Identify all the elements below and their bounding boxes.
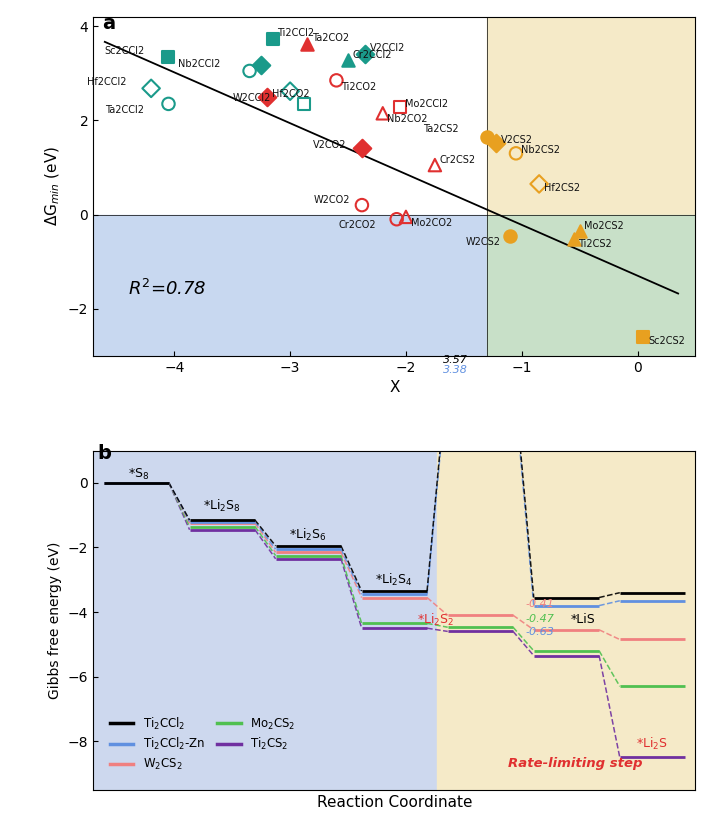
Point [244, 64, 255, 77]
Text: V2CCl2: V2CCl2 [370, 43, 405, 53]
Bar [93, 214, 487, 356]
Point [481, 130, 493, 144]
Point [285, 85, 296, 98]
Text: Ta2CS2: Ta2CS2 [423, 124, 459, 134]
Text: *LiS: *LiS [571, 613, 596, 627]
Text: b: b [98, 444, 111, 463]
X-axis label: X: X [389, 381, 399, 395]
Text: Ti2CCl2: Ti2CCl2 [277, 28, 315, 38]
Point [255, 58, 267, 71]
Text: Hf2CS2: Hf2CS2 [543, 183, 580, 193]
Text: Ti2CS2: Ti2CS2 [579, 239, 612, 249]
Point [356, 141, 368, 155]
Point [511, 147, 522, 160]
Text: V2CS2: V2CS2 [501, 135, 533, 145]
Point [146, 81, 157, 95]
Bar [93, 450, 437, 790]
Text: *Li$_2$S$_6$: *Li$_2$S$_6$ [290, 527, 327, 543]
Y-axis label: Gibbs free energy (eV): Gibbs free energy (eV) [48, 542, 62, 699]
Text: Sc2CS2: Sc2CS2 [648, 336, 685, 346]
Point [377, 107, 389, 120]
Point [342, 54, 353, 67]
Point [637, 330, 649, 344]
Text: -0.41: -0.41 [525, 599, 554, 609]
Bar [437, 450, 695, 790]
Text: *S$_8$: *S$_8$ [128, 467, 149, 482]
Text: *Li$_2$S$_4$: *Li$_2$S$_4$ [376, 572, 413, 588]
Text: Mo2CS2: Mo2CS2 [584, 221, 624, 231]
Point [163, 97, 174, 111]
Bar [487, 214, 695, 356]
Text: $R^2$=0.78: $R^2$=0.78 [128, 278, 206, 298]
Text: W2CS2: W2CS2 [466, 237, 501, 247]
Text: Mo2CO2: Mo2CO2 [411, 218, 452, 228]
Text: *Li$_2$S$_8$: *Li$_2$S$_8$ [204, 498, 241, 514]
Point [533, 177, 545, 191]
Point [574, 224, 585, 238]
Point [298, 97, 310, 111]
Text: Cr2CO2: Cr2CO2 [338, 220, 376, 229]
Text: Rate-limiting step: Rate-limiting step [508, 757, 642, 770]
Text: Nb2CO2: Nb2CO2 [387, 113, 428, 123]
Text: *Li$_2$S: *Li$_2$S [637, 736, 668, 752]
Text: -0.63: -0.63 [525, 627, 554, 638]
Point [400, 210, 412, 223]
Text: Ti2CO2: Ti2CO2 [341, 81, 376, 92]
Text: W2CO2: W2CO2 [313, 195, 350, 205]
Text: Ta2CCl2: Ta2CCl2 [105, 105, 144, 115]
Point [490, 136, 502, 150]
Point [267, 33, 278, 46]
Text: Nb2CS2: Nb2CS2 [521, 145, 559, 155]
Text: V2CO2: V2CO2 [313, 139, 347, 150]
Text: Cr2CCl2: Cr2CCl2 [353, 50, 392, 60]
Text: Sc2CCl2: Sc2CCl2 [105, 46, 145, 56]
Text: Hf2CO2: Hf2CO2 [272, 89, 309, 99]
Point [429, 159, 441, 172]
Legend: Ti$_2$CCl$_2$, Ti$_2$CCl$_2$-Zn, W$_2$CS$_2$, Mo$_2$CS$_2$, Ti$_2$CS$_2$: Ti$_2$CCl$_2$, Ti$_2$CCl$_2$-Zn, W$_2$CS… [105, 711, 300, 777]
Point [356, 198, 368, 212]
Point [360, 47, 371, 60]
Point [568, 233, 579, 246]
Point [163, 50, 174, 64]
Point [302, 38, 313, 51]
Point [394, 101, 406, 114]
Text: 3.57: 3.57 [442, 354, 467, 365]
Text: Cr2CS2: Cr2CS2 [440, 155, 475, 165]
Text: Mo2CCl2: Mo2CCl2 [405, 99, 448, 109]
Point [391, 213, 402, 226]
X-axis label: Reaction Coordinate: Reaction Coordinate [317, 795, 472, 810]
Bar [487, 17, 695, 214]
Text: 3.38: 3.38 [442, 365, 467, 375]
Point [261, 90, 272, 103]
Text: -0.47: -0.47 [525, 614, 554, 624]
Point [505, 229, 516, 243]
Text: a: a [103, 13, 115, 33]
Text: W2CCl2: W2CCl2 [232, 92, 270, 102]
Text: *Li$_2$S$_2$: *Li$_2$S$_2$ [417, 612, 455, 628]
Y-axis label: ΔG$_{min}$ (eV): ΔG$_{min}$ (eV) [44, 146, 62, 226]
Text: Hf2CCl2: Hf2CCl2 [87, 76, 127, 87]
Text: Ta2CO2: Ta2CO2 [312, 34, 349, 44]
Point [331, 74, 342, 87]
Text: Nb2CCl2: Nb2CCl2 [178, 59, 220, 69]
